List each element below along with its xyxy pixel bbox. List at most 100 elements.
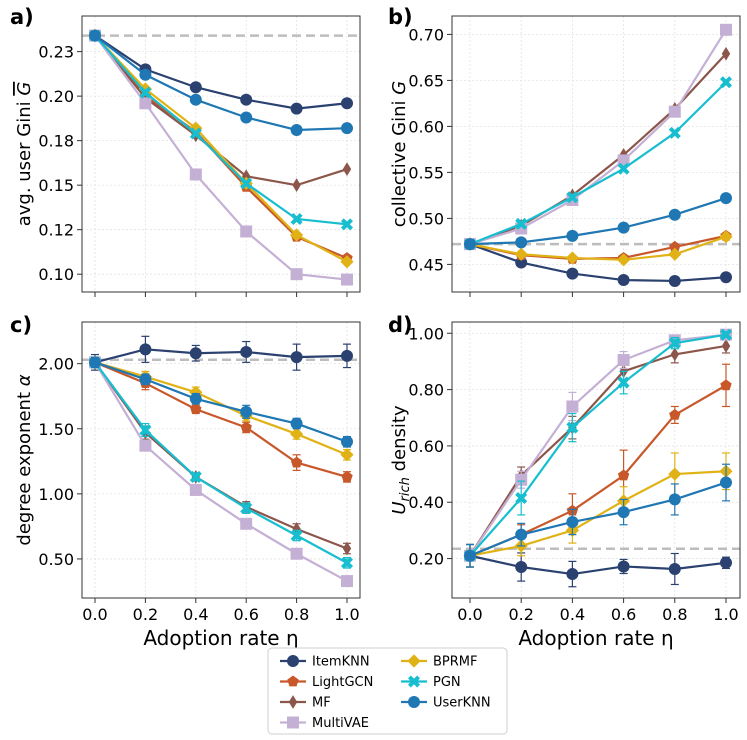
panel-d-ylabel: Urich density — [389, 405, 413, 515]
panel-b-point-pgn — [515, 217, 528, 230]
panel-c-point-userknn — [89, 356, 101, 369]
panel-c-point-pgn — [340, 556, 354, 569]
panel-b-series-mf — [465, 46, 731, 252]
panel-c-point-multivae — [290, 547, 303, 560]
panel-a-line-multivae — [94, 34, 348, 281]
panel-c-point-itemknn — [290, 351, 303, 364]
panel-b-ytick-label: 0.70 — [408, 25, 444, 44]
panel-b-point-bprmf — [668, 247, 682, 261]
panel-d-point-lightgcn — [720, 379, 732, 391]
panel-b-series-multivae — [464, 23, 732, 251]
panel-d-line-pgn — [469, 333, 727, 557]
panel-a-point-userknn — [290, 123, 303, 136]
panel-c-series-userknn — [89, 356, 353, 448]
panel-c-point-bprmf — [290, 427, 304, 441]
panel-d-point-lightgcn — [617, 469, 630, 481]
panel-c: c) 0.0 0.2 0.4 0.6 0.8 1.0 0.50 1.00 1.50 2.00 de… — [10, 313, 361, 624]
legend-item-itemknn: ItemKNN — [280, 655, 370, 670]
panel-a-series-pgn — [88, 29, 354, 231]
legend-marker-multivae — [287, 716, 299, 729]
panel-a-line-pgn — [94, 34, 348, 226]
panel-a-line-userknn — [94, 34, 348, 132]
panel-d-ylabel-rest: density — [389, 405, 410, 477]
panel-d-point-itemknn — [720, 556, 732, 569]
panel-c-point-pgn — [290, 529, 303, 542]
panel-a-point-userknn — [89, 29, 101, 42]
panel-d-point-mf — [721, 339, 731, 353]
panel-b-ytick-label: 0.55 — [408, 163, 444, 182]
x-axis-label-left: Adoption rate η — [143, 626, 298, 650]
panel-a-ytick-label: 0.12 — [38, 221, 74, 240]
panel-b-point-userknn — [617, 221, 630, 234]
panel-d-point-itemknn — [566, 568, 579, 581]
panel-c-xtick-label: 0.4 — [183, 605, 208, 624]
panel-c-axes: 0.0 0.2 0.4 0.6 0.8 1.0 0.50 1.00 1.50 2.00 — [38, 355, 359, 624]
legend-item-userknn: UserKNN — [401, 696, 491, 711]
panel-c-letter: c) — [10, 313, 32, 337]
panel-a-line-itemknn — [94, 34, 348, 110]
panel-a-point-userknn — [139, 68, 152, 81]
panel-c-point-lightgcn — [240, 421, 252, 433]
panel-c-series-mf — [90, 355, 352, 556]
panel-d-point-multivae — [617, 354, 630, 367]
panel-b-line-pgn — [469, 81, 727, 246]
panel-b-point-pgn — [719, 76, 733, 89]
panel-d-series-pgn — [463, 328, 733, 568]
panel-a-point-multivae — [139, 97, 152, 110]
panel-c-line-userknn — [94, 361, 348, 443]
panel-b-point-pgn — [668, 126, 681, 139]
panel-c-point-lightgcn — [341, 470, 353, 482]
panel-d-point-multivae — [515, 473, 528, 486]
panel-c-line-lightgcn — [94, 361, 348, 478]
legend-label-bprmf: BPRMF — [433, 655, 477, 670]
panel-a-point-userknn — [240, 111, 253, 124]
panel-b-series-bprmf — [463, 230, 733, 267]
panel-a-letter: a) — [10, 5, 34, 29]
panel-d-ytick-label: 0.40 — [408, 493, 444, 512]
panel-a-ytick-label: 0.23 — [38, 43, 74, 62]
panel-d-point-itemknn — [668, 562, 681, 575]
panel-b-letter: b) — [388, 5, 413, 29]
panel-c-point-mf — [342, 541, 352, 556]
panel-a-series-userknn — [89, 29, 353, 136]
panel-b-point-mf — [721, 46, 731, 61]
panel-c-point-itemknn — [341, 349, 353, 362]
panel-b-line-itemknn — [469, 243, 727, 283]
panel-d-ytick-label: 0.20 — [408, 550, 444, 569]
panel-a-point-itemknn — [189, 81, 202, 94]
panel-a-series-multivae — [89, 29, 353, 286]
panel-c-line-bprmf — [94, 361, 348, 456]
panel-c-point-userknn — [290, 417, 303, 430]
panel-d-series — [463, 328, 733, 588]
panel-a-ytick-label: 0.18 — [38, 132, 74, 151]
panel-d-axes: 0.0 0.2 0.4 0.6 0.8 1.0 0.20 0.40 0.60 0.80 1.00 — [408, 324, 738, 624]
panel-c-point-multivae — [139, 439, 152, 452]
panel-c-point-pgn — [189, 470, 202, 483]
panel-b-line-lightgcn — [469, 234, 727, 260]
legend-marker-userknn — [408, 696, 420, 708]
panel-c-point-itemknn — [189, 347, 202, 360]
panel-c-point-itemknn — [139, 343, 152, 356]
legend-label-lightgcn: LightGCN — [312, 675, 373, 690]
panel-a-point-itemknn — [341, 97, 353, 110]
panel-b-series-pgn — [463, 76, 733, 251]
panel-a-point-itemknn — [290, 102, 303, 115]
panel-a-series-itemknn — [89, 29, 353, 115]
panel-d-point-bprmf — [668, 467, 682, 481]
panel-c-point-lightgcn — [290, 456, 303, 468]
panel-a-series-lightgcn — [89, 29, 353, 264]
panel-a-line-lightgcn — [94, 34, 348, 260]
panel-d-xtick-label: 0.4 — [560, 605, 585, 624]
panel-d-line-multivae — [469, 333, 727, 557]
legend-label-multivae: MultiVAE — [312, 716, 369, 731]
panel-d-point-mf — [670, 347, 679, 362]
panel-a-line-mf — [94, 34, 348, 187]
panel-d-point-userknn — [566, 515, 579, 528]
panel-d-series-mf — [465, 338, 731, 568]
panel-c-point-lightgcn — [190, 403, 202, 415]
panel-c-line-multivae — [94, 361, 348, 583]
panel-d-point-userknn — [464, 549, 476, 562]
panel-d-xtick-label: 1.0 — [713, 605, 738, 624]
panel-c-point-userknn — [139, 373, 152, 386]
